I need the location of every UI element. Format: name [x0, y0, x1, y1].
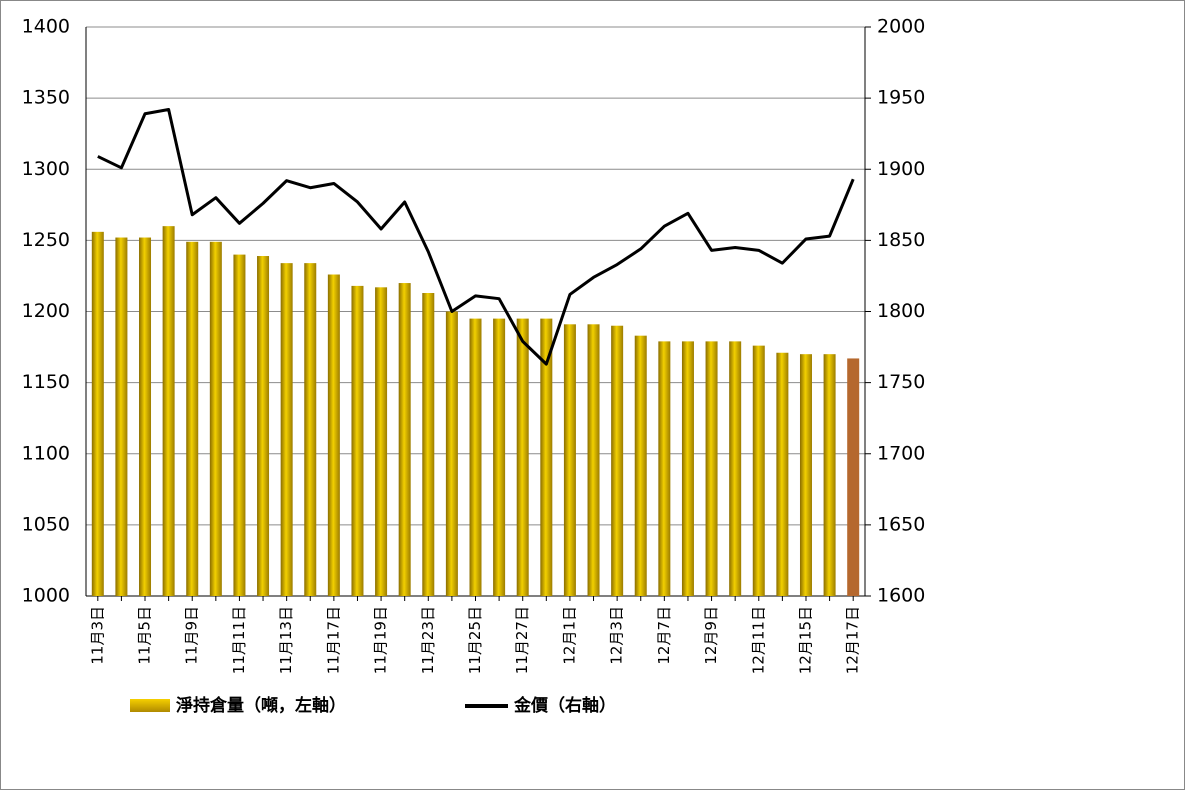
bar — [209, 241, 222, 597]
x-tick-label: 12月7日 — [655, 606, 673, 665]
bar — [304, 263, 317, 596]
y2-tick-label: 1600 — [877, 585, 925, 607]
x-tick-label: 12月17日 — [844, 606, 862, 674]
bar — [280, 263, 293, 596]
bar — [634, 335, 647, 596]
y2-tick-label: 2000 — [877, 16, 925, 38]
y-tick-label: 1400 — [22, 16, 70, 38]
y2-tick-label: 1750 — [877, 371, 925, 393]
y2-tick-label: 1800 — [877, 300, 925, 322]
x-tick-label: 11月17日 — [324, 606, 342, 674]
bar — [351, 285, 364, 596]
x-tick-label: 12月15日 — [796, 606, 814, 674]
x-tick-label: 11月9日 — [183, 606, 201, 665]
y-tick-label: 1250 — [22, 229, 70, 251]
y-tick-label: 1350 — [22, 87, 70, 109]
bar — [327, 274, 340, 596]
bar — [752, 345, 765, 596]
y-tick-label: 1100 — [22, 442, 70, 464]
bar — [469, 318, 482, 596]
bar — [776, 352, 789, 596]
bar — [398, 283, 411, 596]
bar — [611, 325, 624, 596]
legend-label: 淨持倉量（噸，左軸） — [176, 695, 346, 716]
y2-tick-label: 1950 — [877, 87, 925, 109]
y-tick-label: 1150 — [22, 371, 70, 393]
bar — [257, 256, 270, 596]
bar — [375, 287, 388, 596]
bar — [823, 354, 836, 596]
x-tick-label: 11月23日 — [419, 606, 437, 674]
bar — [587, 324, 600, 596]
bar — [493, 318, 506, 596]
legend-label: 金價（右軸） — [513, 695, 616, 716]
bar — [186, 241, 199, 597]
x-tick-label: 12月3日 — [608, 606, 626, 665]
x-tick-label: 12月1日 — [560, 606, 578, 665]
y-tick-label: 1200 — [22, 300, 70, 322]
x-tick-label: 11月3日 — [88, 606, 106, 665]
y-tick-label: 1000 — [22, 585, 70, 607]
y2-tick-label: 1650 — [877, 513, 925, 535]
bar — [729, 341, 742, 596]
y2-tick-label: 1850 — [877, 229, 925, 251]
x-tick-label: 11月27日 — [513, 606, 531, 674]
bar — [516, 318, 529, 596]
price-line — [97, 108, 855, 366]
bar — [540, 318, 553, 596]
bar — [422, 293, 435, 596]
bar — [799, 354, 812, 596]
y2-tick-label: 1700 — [877, 442, 925, 464]
bar — [847, 358, 860, 596]
x-tick-label: 11月19日 — [372, 606, 390, 674]
bar — [658, 341, 671, 596]
bar — [139, 237, 152, 596]
x-tick-label: 11月11日 — [230, 606, 248, 674]
bar — [563, 324, 576, 596]
x-tick-label: 12月11日 — [749, 606, 767, 674]
y2-tick-label: 1900 — [877, 158, 925, 180]
y-tick-label: 1050 — [22, 513, 70, 535]
x-tick-label: 11月5日 — [136, 606, 154, 665]
bar — [162, 226, 175, 596]
y-tick-label: 1300 — [22, 158, 70, 180]
bar — [681, 341, 694, 596]
legend-swatch — [130, 699, 170, 712]
bar — [115, 237, 128, 596]
x-tick-label: 11月13日 — [277, 606, 295, 674]
x-tick-label: 11月25日 — [466, 606, 484, 674]
bar — [445, 311, 458, 596]
bar — [705, 341, 718, 596]
bar — [91, 231, 104, 596]
bar — [233, 254, 246, 596]
x-tick-label: 12月9日 — [702, 606, 720, 665]
